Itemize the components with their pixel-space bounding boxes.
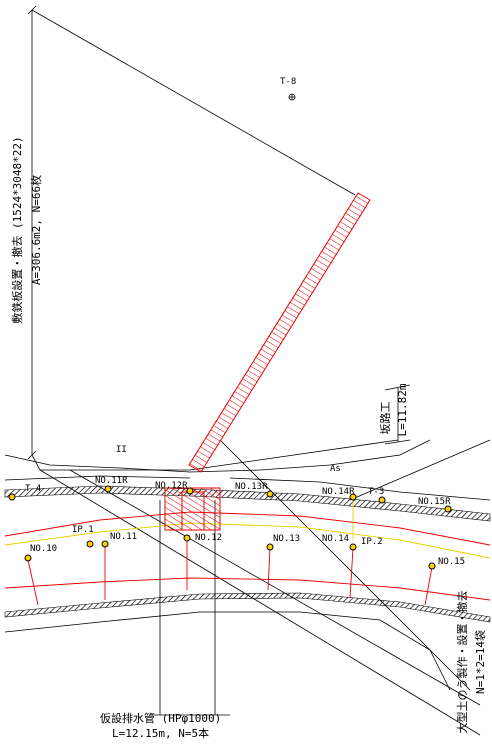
station-label: NO.12 (195, 533, 222, 543)
point-label: IP.1 (72, 525, 94, 535)
point-label: T-4 (25, 484, 41, 494)
station-label: NO.13R (235, 482, 268, 492)
station-label: NO.14R (322, 487, 355, 497)
point-label: T-8 (280, 77, 296, 87)
pipe-qty: L=12.15m, N=5本 (112, 726, 209, 740)
station-label: NO.13 (273, 534, 300, 544)
ramp-note: 坂路工 (379, 402, 392, 435)
pipe-note: 仮設排水管 (HPφ1000) (100, 711, 221, 725)
point-label: T-3 (368, 487, 384, 497)
linework (4, 5, 491, 736)
station-label: NO.15 (438, 557, 465, 567)
mark-label: As (330, 464, 341, 474)
ramp-length: L=11.82m (396, 383, 409, 436)
point-label: IP.2 (361, 537, 383, 547)
sandbag-note: 大型土のう製作・設置・撤去 (455, 591, 469, 734)
plate-note: 敷鉄板設置・撤去 (1524*3048*22) (10, 136, 24, 323)
station-label: NO.11R (95, 476, 128, 486)
mark-label: II (116, 445, 127, 455)
station-markers (8, 485, 452, 570)
station-label: NO.12R (155, 481, 188, 491)
boundaries (4, 495, 491, 606)
sandbag-qty: N=1*2=14袋 (473, 630, 487, 694)
ramp (164, 192, 371, 531)
plate-qty: A=306.6m2, N=66枚 (29, 175, 43, 285)
station-label: NO.14 (322, 534, 349, 544)
labels: T-8 T-3 T-4 IP.1 IP.2 NO.10 NO.11 NO.12 … (10, 77, 487, 740)
station-label: NO.11 (110, 532, 137, 542)
station-label: NO.10 (30, 544, 57, 554)
station-label: NO.15R (418, 497, 451, 507)
